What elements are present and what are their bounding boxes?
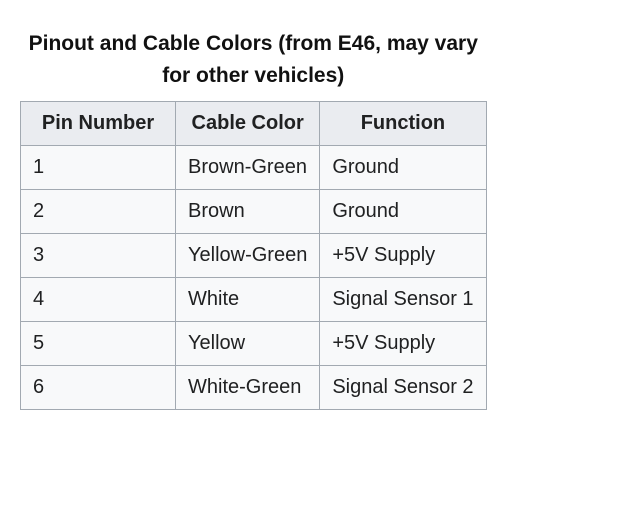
table-cell: Ground bbox=[320, 190, 486, 234]
table-cell: 2 bbox=[21, 190, 176, 234]
table-cell: Ground bbox=[320, 146, 486, 190]
table-cell: Signal Sensor 1 bbox=[320, 278, 486, 322]
table-cell: White-Green bbox=[176, 366, 320, 410]
table-header: Pin Number Cable Color Function bbox=[21, 102, 487, 146]
table-row: 2BrownGround bbox=[21, 190, 487, 234]
table-row: 5Yellow+5V Supply bbox=[21, 322, 487, 366]
table-cell: 4 bbox=[21, 278, 176, 322]
table-cell: +5V Supply bbox=[320, 234, 486, 278]
table-body: 1Brown-GreenGround2BrownGround3Yellow-Gr… bbox=[21, 146, 487, 410]
table-cell: 6 bbox=[21, 366, 176, 410]
table-cell: +5V Supply bbox=[320, 322, 486, 366]
col-header-pin: Pin Number bbox=[21, 102, 176, 146]
table-row: 6White-GreenSignal Sensor 2 bbox=[21, 366, 487, 410]
table-caption: Pinout and Cable Colors (from E46, may v… bbox=[20, 20, 487, 101]
table-cell: Brown-Green bbox=[176, 146, 320, 190]
table-cell: 5 bbox=[21, 322, 176, 366]
pinout-table: Pinout and Cable Colors (from E46, may v… bbox=[20, 20, 487, 410]
col-header-color: Cable Color bbox=[176, 102, 320, 146]
table-cell: Signal Sensor 2 bbox=[320, 366, 486, 410]
table-cell: Yellow bbox=[176, 322, 320, 366]
table-header-row: Pin Number Cable Color Function bbox=[21, 102, 487, 146]
table-cell: Yellow-Green bbox=[176, 234, 320, 278]
table-cell: White bbox=[176, 278, 320, 322]
table-row: 1Brown-GreenGround bbox=[21, 146, 487, 190]
table-row: 4WhiteSignal Sensor 1 bbox=[21, 278, 487, 322]
table-cell: 1 bbox=[21, 146, 176, 190]
table-cell: 3 bbox=[21, 234, 176, 278]
table-cell: Brown bbox=[176, 190, 320, 234]
col-header-function: Function bbox=[320, 102, 486, 146]
table-row: 3Yellow-Green+5V Supply bbox=[21, 234, 487, 278]
